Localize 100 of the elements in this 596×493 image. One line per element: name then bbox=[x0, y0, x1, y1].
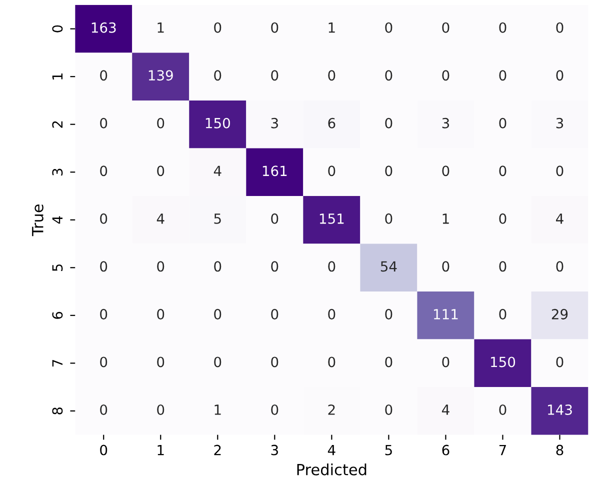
data-label: 2 bbox=[328, 404, 335, 415]
data-label: 5 bbox=[214, 214, 221, 224]
data-label: 1 bbox=[442, 214, 449, 224]
data-label: 6 bbox=[328, 118, 336, 128]
data-label: 0 bbox=[556, 70, 564, 81]
data-label: 4 bbox=[442, 404, 450, 415]
x-axis-title: Predicted bbox=[297, 464, 366, 476]
data-label: 0 bbox=[328, 308, 336, 320]
y-tick-label: 7 bbox=[52, 360, 62, 366]
data-label: 0 bbox=[271, 213, 278, 224]
data-label: 0 bbox=[214, 70, 222, 81]
data-label: 0 bbox=[442, 22, 450, 33]
data-label: 0 bbox=[499, 404, 506, 415]
data-label: 0 bbox=[442, 70, 450, 81]
data-label: 0 bbox=[214, 356, 222, 368]
data-label: 143 bbox=[548, 404, 572, 415]
data-label: 0 bbox=[385, 356, 392, 368]
data-label: 0 bbox=[499, 22, 506, 33]
data-label: 111 bbox=[434, 309, 458, 320]
data-label: 0 bbox=[556, 166, 564, 176]
data-label: 0 bbox=[271, 70, 278, 81]
data-label: 0 bbox=[499, 261, 506, 272]
data-label: 0 bbox=[100, 261, 108, 272]
y-tick-label: 1 bbox=[52, 73, 62, 80]
data-label: 3 bbox=[271, 118, 278, 128]
y-tick-label: 2 bbox=[52, 121, 62, 128]
data-label: 0 bbox=[271, 356, 278, 368]
data-label: 0 bbox=[100, 70, 108, 81]
data-label: 0 bbox=[385, 166, 392, 176]
data-label: 0 bbox=[499, 166, 506, 176]
data-label: 150 bbox=[206, 118, 230, 128]
data-label: 3 bbox=[442, 118, 450, 128]
y-tick-label: 6 bbox=[52, 312, 63, 319]
y-axis-title: True bbox=[32, 204, 44, 236]
data-label: 0 bbox=[100, 213, 108, 224]
data-label: 0 bbox=[271, 22, 278, 33]
x-tick-label: 2 bbox=[214, 444, 221, 456]
data-label: 151 bbox=[320, 214, 344, 224]
data-label: 4 bbox=[214, 166, 222, 176]
x-tick-label: 8 bbox=[556, 444, 564, 456]
data-label: 0 bbox=[328, 261, 336, 272]
data-label: 0 bbox=[157, 261, 164, 272]
data-label: 0 bbox=[214, 22, 222, 33]
data-label: 0 bbox=[556, 22, 564, 33]
x-tick-label: 0 bbox=[100, 444, 108, 456]
data-label: 0 bbox=[499, 118, 506, 128]
data-label: 0 bbox=[157, 118, 164, 128]
y-tick-label: 3 bbox=[52, 168, 63, 176]
y-tick-label: 5 bbox=[52, 264, 63, 271]
data-label: 4 bbox=[156, 214, 164, 224]
data-label: 0 bbox=[100, 308, 108, 320]
data-label: 0 bbox=[214, 261, 222, 272]
data-label: 0 bbox=[385, 70, 392, 81]
data-label: 1 bbox=[158, 22, 164, 33]
data-label: 4 bbox=[556, 214, 564, 224]
x-tick-label: 1 bbox=[158, 444, 164, 456]
data-label: 3 bbox=[556, 118, 564, 128]
data-label: 0 bbox=[499, 308, 506, 320]
data-label: 29 bbox=[552, 308, 568, 320]
data-label: 0 bbox=[385, 118, 392, 128]
y-tick-label: 8 bbox=[52, 407, 63, 414]
data-label: 0 bbox=[442, 261, 450, 272]
data-label: 0 bbox=[214, 308, 222, 320]
data-label: 0 bbox=[556, 356, 564, 368]
data-label: 0 bbox=[328, 166, 336, 176]
x-tick-label: 7 bbox=[499, 444, 506, 456]
data-label: 0 bbox=[157, 166, 164, 176]
data-label: 0 bbox=[556, 261, 564, 272]
data-label: 0 bbox=[442, 166, 450, 176]
data-label: 54 bbox=[380, 261, 397, 272]
data-label: 1 bbox=[328, 22, 335, 33]
y-tick-label: 4 bbox=[52, 216, 62, 224]
x-tick-label: 5 bbox=[385, 444, 392, 456]
data-label: 0 bbox=[385, 308, 392, 320]
data-label: 0 bbox=[100, 166, 108, 176]
data-label: 0 bbox=[271, 261, 278, 272]
data-label: 0 bbox=[271, 404, 278, 415]
data-label: 0 bbox=[385, 22, 392, 33]
data-label: 163 bbox=[92, 22, 116, 33]
y-tick-label: 0 bbox=[52, 25, 63, 32]
data-label: 0 bbox=[271, 308, 278, 320]
data-label: 161 bbox=[262, 166, 287, 176]
data-label: 0 bbox=[442, 356, 450, 368]
data-label: 1 bbox=[214, 404, 221, 415]
data-label: 0 bbox=[385, 404, 392, 415]
data-label: 0 bbox=[157, 356, 164, 368]
x-tick-label: 6 bbox=[442, 444, 450, 456]
data-label: 0 bbox=[385, 213, 392, 224]
data-label: 0 bbox=[100, 118, 108, 128]
data-label: 0 bbox=[157, 308, 164, 320]
data-label: 0 bbox=[100, 356, 108, 368]
data-label: 150 bbox=[490, 356, 516, 368]
data-label: 139 bbox=[148, 70, 173, 81]
data-label: 0 bbox=[328, 356, 336, 368]
data-label: 0 bbox=[499, 70, 506, 81]
x-tick-label: 3 bbox=[271, 444, 278, 456]
data-label: 0 bbox=[157, 404, 164, 415]
data-label: 0 bbox=[328, 70, 336, 81]
data-label: 0 bbox=[499, 213, 506, 224]
data-label: 0 bbox=[100, 404, 108, 415]
